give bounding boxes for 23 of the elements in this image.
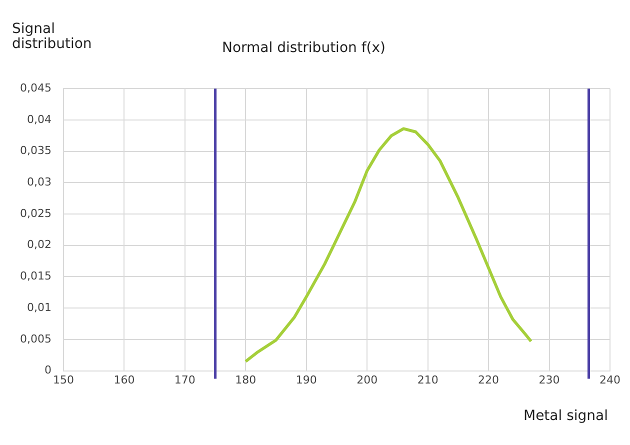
y-tick-label: 0,015 bbox=[20, 270, 52, 283]
chart-title: Normal distribution f(x) bbox=[222, 40, 386, 56]
x-axis-title: Metal signal bbox=[523, 408, 608, 424]
y-tick-label: 0,005 bbox=[20, 332, 52, 346]
x-tick-label: 230 bbox=[538, 373, 560, 386]
y-tick-label: 0,04 bbox=[26, 112, 52, 126]
y-tick-label: 0,045 bbox=[20, 81, 52, 94]
y-tick-label: 0,01 bbox=[26, 300, 52, 314]
x-tick-label: 170 bbox=[174, 373, 196, 386]
y-axis-title: Signal distribution bbox=[12, 21, 92, 52]
x-tick-label: 190 bbox=[296, 373, 317, 386]
y-tick-label: 0,03 bbox=[26, 176, 52, 189]
x-tick-label: 220 bbox=[478, 373, 500, 386]
y-tick-label: 0,02 bbox=[26, 238, 52, 252]
x-tick-label: 180 bbox=[235, 373, 256, 386]
x-tick-label: 150 bbox=[52, 373, 74, 386]
x-tick-label: 160 bbox=[114, 373, 135, 386]
x-tick-label: 200 bbox=[356, 373, 378, 386]
x-tick-label: 210 bbox=[417, 373, 438, 386]
y-tick-label: 0 bbox=[44, 364, 52, 377]
y-tick-label: 0,035 bbox=[20, 144, 52, 158]
x-tick-label: 240 bbox=[600, 373, 620, 386]
y-tick-label: 0,025 bbox=[20, 206, 52, 220]
